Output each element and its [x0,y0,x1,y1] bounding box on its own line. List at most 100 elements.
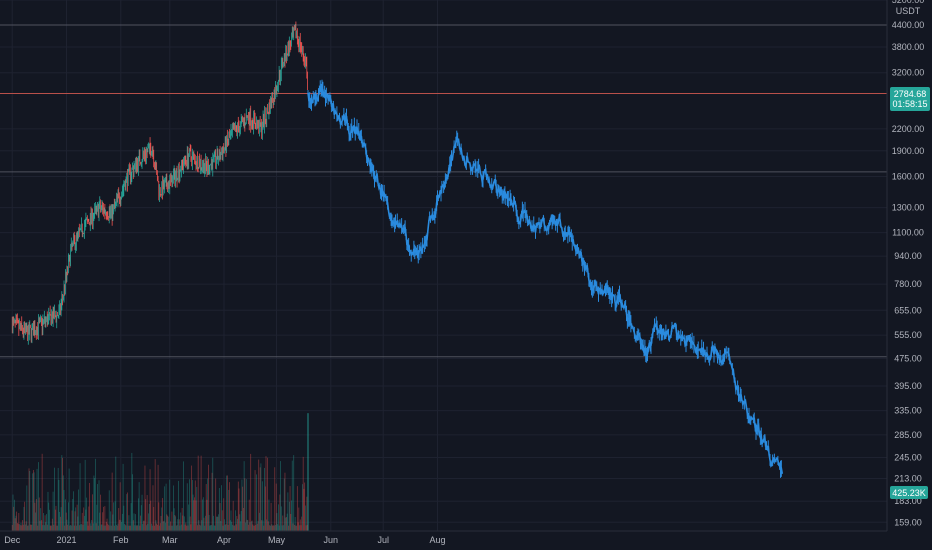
volume-bar [252,524,254,531]
volume-bar [259,512,260,531]
volume-bar [294,524,295,531]
volume-bar [183,461,185,531]
volume-bar [267,521,269,531]
volume-bar [89,523,91,531]
volume-bar [58,479,60,531]
volume-bar [135,525,137,531]
current-price-label: 2784.68 [894,89,927,99]
volume-bar [263,525,265,531]
volume-bar [122,463,124,531]
quote-unit-label: USDT [896,6,921,16]
volume-bar [153,507,155,531]
volume-bar [67,524,69,531]
volume-bar [224,519,225,531]
volume-bar [281,525,283,531]
volume-bar [206,499,208,531]
volume-bar [273,525,275,531]
volume-bar [132,520,134,531]
volume-bar [289,486,291,531]
volume-bar [278,525,280,531]
volume-bar [202,497,204,531]
volume-bar [83,507,85,531]
volume-bar [111,472,113,531]
volume-bar [210,525,212,531]
volume-bar [279,494,281,531]
volume-bar [164,522,166,531]
volume-bar [61,455,63,531]
volume-bar [292,523,294,531]
volume-bar [264,486,266,531]
volume-bar [106,518,108,531]
price-tick-label: 1100.00 [892,228,924,238]
volume-bar [66,519,68,531]
price-tick-label: 245.00 [894,453,922,463]
volume-bar [282,515,284,531]
volume-bar [19,524,20,531]
volume-bar [189,516,191,531]
volume-bar [54,467,55,531]
volume-bar [183,516,185,531]
volume-bar [243,461,245,531]
volume-bar [129,525,131,531]
volume-bar [245,522,246,531]
volume-bar [299,519,301,531]
time-axis[interactable]: Dec 2021 Feb Mar Apr May Jun Jul Aug [4,535,445,545]
volume-bar [55,505,57,531]
volume-bar [288,501,290,531]
volume-bar [195,500,197,531]
volume-bar [146,495,148,531]
projection-path [307,79,784,478]
volume-bar [38,497,40,531]
volume-bar [63,490,65,531]
volume-bar [50,525,52,531]
volume-bar [137,498,139,531]
volume-bar [154,525,155,531]
volume-bar [232,500,234,531]
volume-bar [143,520,145,531]
volume-bar [62,475,64,531]
volume-bar [159,523,161,531]
volume-bar [94,458,96,531]
volume-bar [21,525,23,531]
volume-bar [111,525,112,531]
volume-bar [197,525,198,531]
volume-bar [76,525,77,531]
volume-bar [51,518,53,531]
volume-bar [175,516,176,531]
volume-bar [113,502,115,531]
volume-bar [40,508,42,531]
volume-bar [46,514,47,531]
volume-bar [79,463,81,531]
volume-bar [162,498,163,531]
price-axis[interactable]: USDT 5200.00 4400.00 3800.00 3200.00 2200.00… [892,0,925,527]
volume-bar [127,492,128,531]
volume-bar [299,525,300,531]
volume-bar [234,510,236,531]
volume-bar [306,496,308,531]
volume-bar [57,525,58,531]
volume-bar [296,486,298,531]
volume-bar [251,520,253,531]
volume-bar [24,501,26,531]
volume-bar [28,468,30,531]
time-tick-label: May [268,535,286,545]
price-tick-label: 285.00 [894,430,922,440]
volume-bar [254,470,256,531]
volume-bar [163,520,165,531]
volume-bar [140,505,142,531]
volume-bar [301,516,303,531]
volume-bar [115,456,117,531]
volume-bar [130,503,132,531]
volume-bar [91,519,93,531]
volume-bar [220,520,222,531]
volume-bar [210,525,211,531]
volume-bar [162,521,164,531]
volume-bar [26,485,28,531]
volume-bar [145,499,147,531]
volume-bar [97,525,99,531]
volume-bar [283,478,285,531]
volume-bar [70,525,72,531]
volume-bar [294,516,296,531]
volume-bar [38,462,39,531]
